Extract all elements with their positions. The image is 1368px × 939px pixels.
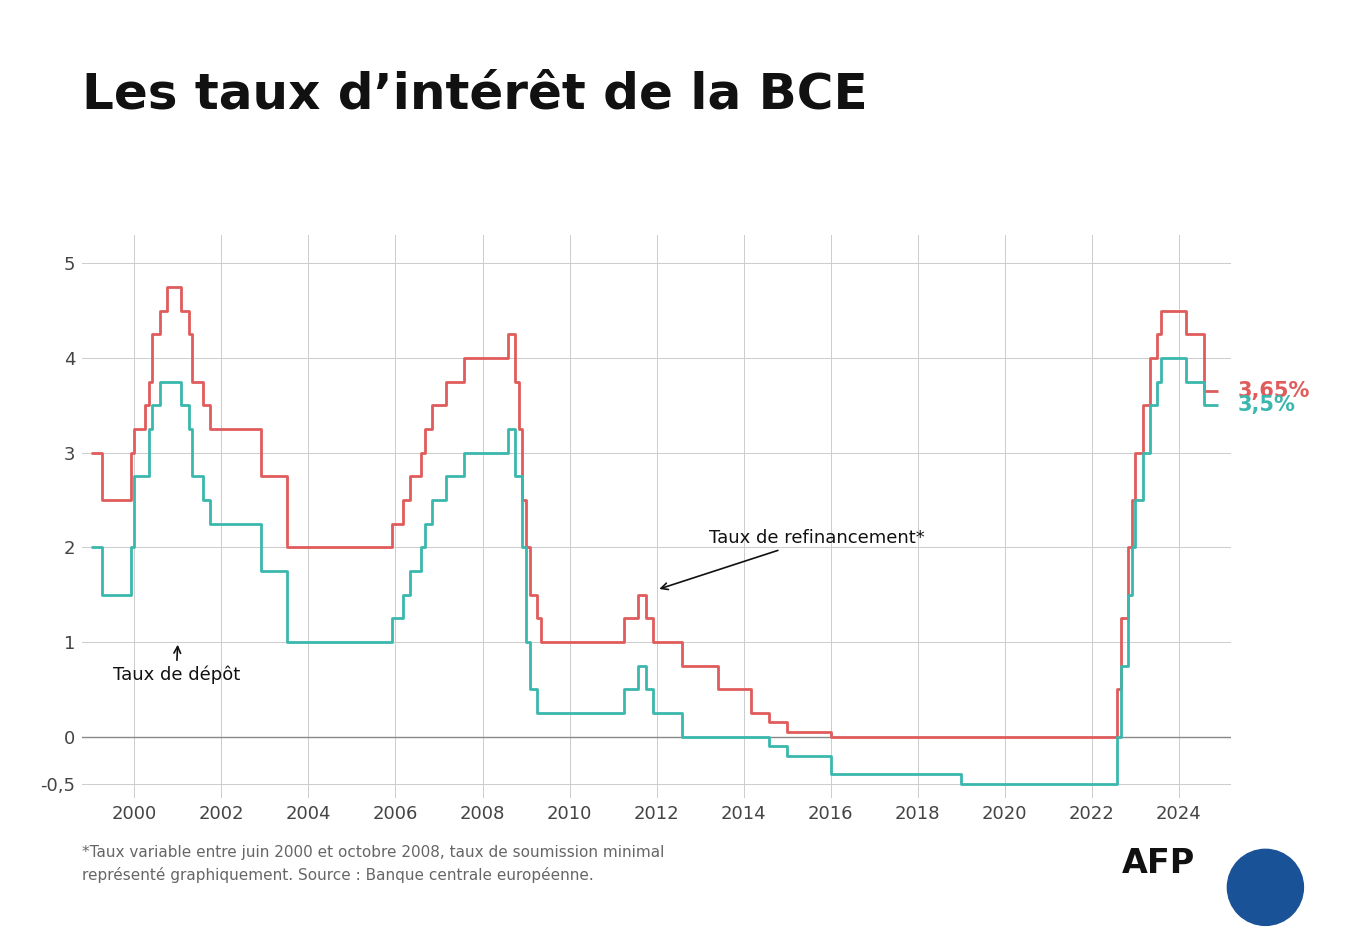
Circle shape (1227, 849, 1304, 926)
Text: Les taux d’intérêt de la BCE: Les taux d’intérêt de la BCE (82, 70, 867, 118)
Text: Taux de refinancement*: Taux de refinancement* (661, 529, 925, 590)
Text: *Taux variable entre juin 2000 et octobre 2008, taux de soumission minimal
repré: *Taux variable entre juin 2000 et octobr… (82, 845, 665, 883)
Text: Taux de dépôt: Taux de dépôt (112, 647, 239, 685)
Text: 3,5%: 3,5% (1238, 395, 1295, 415)
Text: 3,65%: 3,65% (1238, 381, 1311, 401)
Text: AFP: AFP (1122, 847, 1196, 881)
